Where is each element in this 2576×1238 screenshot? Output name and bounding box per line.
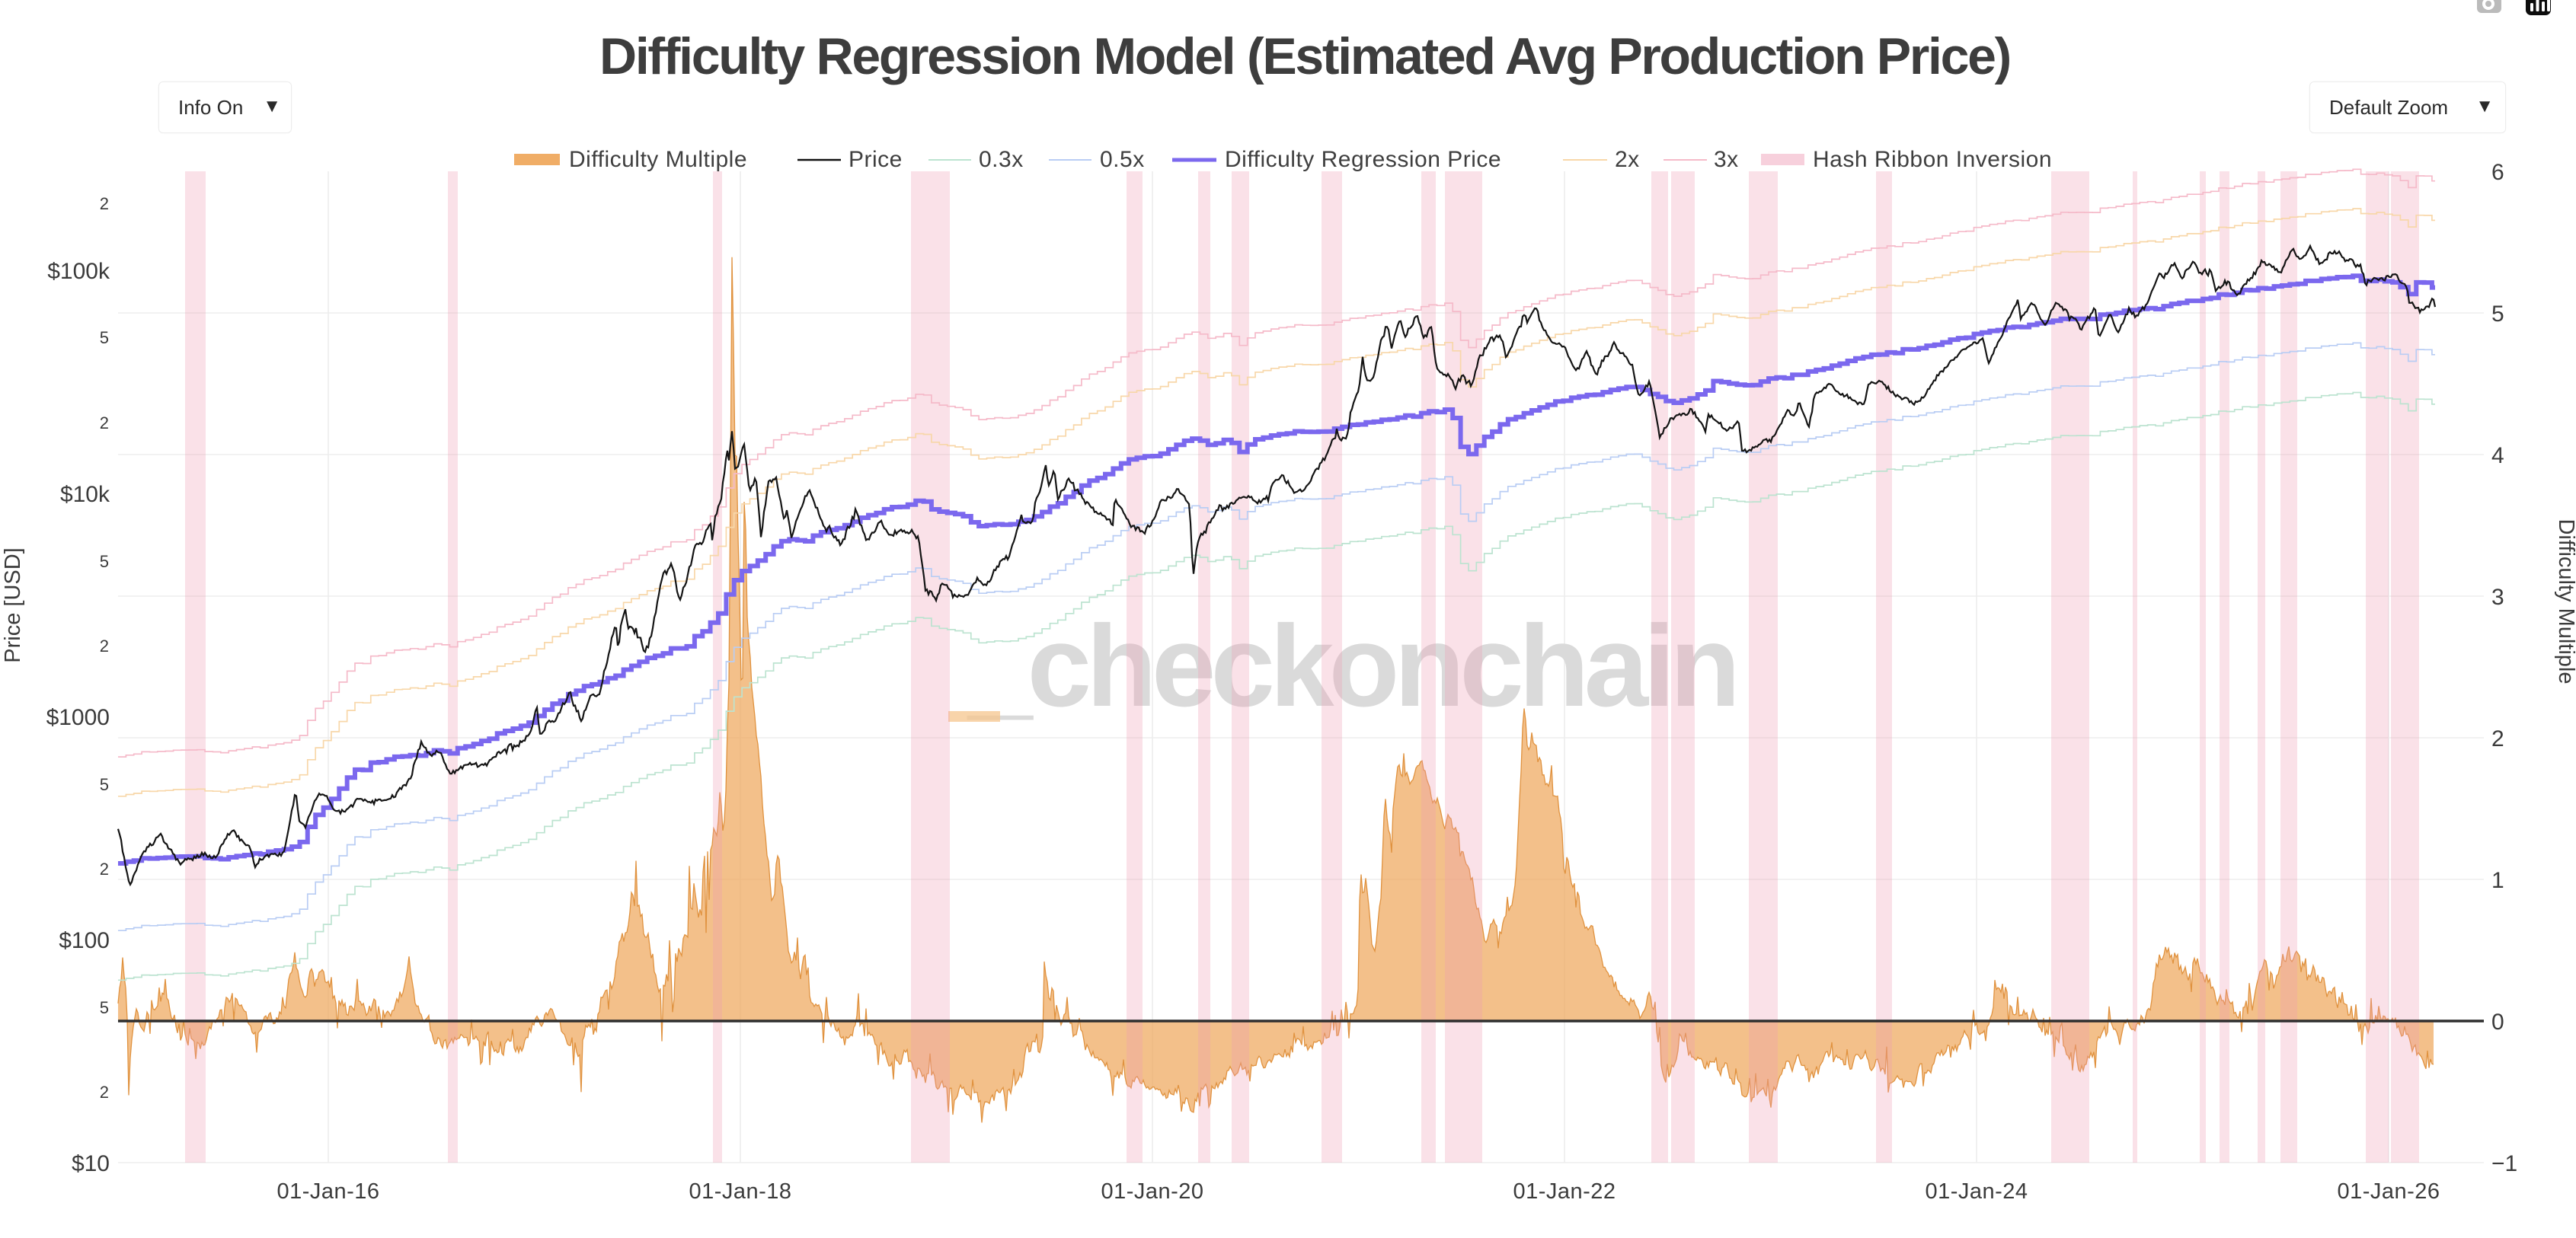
svg-text:$1000: $1000 xyxy=(46,705,110,730)
svg-text:$10: $10 xyxy=(72,1151,110,1176)
svg-text:2: 2 xyxy=(2491,726,2504,751)
svg-text:2: 2 xyxy=(100,860,109,879)
svg-text:$10k: $10k xyxy=(60,482,110,507)
svg-text:Price [USD]: Price [USD] xyxy=(1,547,25,662)
svg-text:01-Jan-24: 01-Jan-24 xyxy=(1925,1179,2028,1204)
svg-text:5: 5 xyxy=(100,328,109,347)
svg-text:3x: 3x xyxy=(1714,147,1739,172)
svg-text:2: 2 xyxy=(100,1083,109,1102)
svg-text:0.5x: 0.5x xyxy=(1100,147,1145,172)
svg-text:5: 5 xyxy=(100,552,109,571)
svg-text:5: 5 xyxy=(100,998,109,1017)
svg-text:0: 0 xyxy=(2491,1010,2504,1035)
svg-text:0.3x: 0.3x xyxy=(979,147,1024,172)
svg-text:6: 6 xyxy=(2491,160,2504,185)
svg-text:01-Jan-18: 01-Jan-18 xyxy=(689,1179,791,1204)
svg-text:Difficulty Multiple: Difficulty Multiple xyxy=(2554,518,2576,684)
svg-text:Difficulty Regression Price: Difficulty Regression Price xyxy=(1225,147,1501,172)
svg-text:Difficulty Multiple: Difficulty Multiple xyxy=(569,147,747,172)
svg-text:3: 3 xyxy=(2491,585,2504,610)
svg-text:2: 2 xyxy=(100,194,109,213)
svg-text:2x: 2x xyxy=(1615,147,1640,172)
svg-text:01-Jan-20: 01-Jan-20 xyxy=(1101,1179,1203,1204)
svg-text:01-Jan-16: 01-Jan-16 xyxy=(276,1179,379,1204)
svg-text:1: 1 xyxy=(2491,868,2504,893)
svg-text:5: 5 xyxy=(100,775,109,794)
svg-text:$100: $100 xyxy=(59,928,110,953)
svg-text:01-Jan-22: 01-Jan-22 xyxy=(1513,1179,1616,1204)
svg-text:5: 5 xyxy=(2491,302,2504,327)
svg-text:01-Jan-26: 01-Jan-26 xyxy=(2337,1179,2440,1204)
svg-text:2: 2 xyxy=(100,413,109,432)
svg-text:Difficulty Regression Model (E: Difficulty Regression Model (Estimated A… xyxy=(599,27,2010,85)
svg-text:4: 4 xyxy=(2491,443,2504,468)
svg-text:$100k: $100k xyxy=(47,259,110,284)
svg-text:_checkonchain: _checkonchain xyxy=(967,601,1735,731)
svg-text:−1: −1 xyxy=(2491,1151,2517,1176)
svg-text:Hash Ribbon Inversion: Hash Ribbon Inversion xyxy=(1813,147,2052,172)
svg-text:Price: Price xyxy=(849,147,903,172)
svg-text:2: 2 xyxy=(100,637,109,656)
